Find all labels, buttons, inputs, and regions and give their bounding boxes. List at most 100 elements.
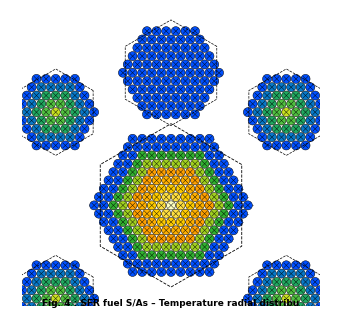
Circle shape — [147, 168, 156, 177]
Circle shape — [296, 286, 305, 295]
Circle shape — [123, 60, 132, 69]
Circle shape — [85, 99, 94, 108]
Circle shape — [272, 124, 281, 133]
Circle shape — [75, 286, 84, 295]
Circle shape — [267, 286, 276, 295]
Circle shape — [75, 269, 84, 278]
Circle shape — [152, 110, 161, 119]
Circle shape — [176, 234, 185, 243]
Circle shape — [118, 218, 128, 227]
Circle shape — [214, 151, 224, 160]
Circle shape — [37, 133, 46, 142]
Circle shape — [291, 261, 300, 270]
Circle shape — [311, 124, 320, 133]
Circle shape — [167, 68, 175, 77]
Circle shape — [152, 226, 161, 235]
Circle shape — [181, 143, 190, 152]
Circle shape — [123, 259, 132, 268]
Circle shape — [195, 102, 204, 111]
Circle shape — [17, 116, 27, 125]
Circle shape — [171, 43, 180, 52]
Circle shape — [167, 184, 175, 193]
Circle shape — [47, 99, 55, 108]
Circle shape — [152, 259, 161, 268]
Circle shape — [147, 35, 156, 44]
Circle shape — [186, 201, 195, 210]
Circle shape — [219, 159, 228, 168]
Circle shape — [32, 91, 41, 100]
Circle shape — [152, 77, 161, 86]
Circle shape — [181, 110, 190, 119]
Circle shape — [200, 226, 209, 235]
Circle shape — [258, 83, 267, 92]
Circle shape — [70, 74, 79, 83]
Circle shape — [42, 108, 51, 117]
Circle shape — [176, 168, 185, 177]
Circle shape — [157, 218, 166, 227]
Circle shape — [181, 226, 190, 235]
Circle shape — [258, 116, 267, 125]
Circle shape — [219, 226, 228, 235]
Circle shape — [301, 141, 310, 150]
Circle shape — [229, 226, 238, 235]
Circle shape — [200, 242, 209, 251]
Circle shape — [80, 294, 89, 303]
Circle shape — [51, 108, 60, 117]
Circle shape — [195, 251, 204, 260]
Circle shape — [171, 176, 180, 185]
Circle shape — [277, 302, 286, 310]
Circle shape — [167, 168, 175, 177]
Circle shape — [128, 251, 137, 260]
Circle shape — [56, 116, 65, 125]
Circle shape — [70, 261, 79, 270]
Circle shape — [138, 134, 147, 143]
Circle shape — [306, 83, 315, 92]
Circle shape — [128, 218, 137, 227]
Circle shape — [195, 234, 204, 243]
Circle shape — [147, 234, 156, 243]
Text: Fig. 4 : SFR fuel S/As – Temperature radial distribu: Fig. 4 : SFR fuel S/As – Temperature rad… — [42, 299, 300, 308]
Circle shape — [311, 277, 320, 286]
Circle shape — [162, 60, 171, 69]
Circle shape — [190, 226, 199, 235]
Circle shape — [66, 286, 75, 295]
Circle shape — [272, 261, 281, 270]
Circle shape — [181, 93, 190, 102]
Circle shape — [244, 108, 252, 117]
Circle shape — [118, 68, 128, 77]
Circle shape — [190, 77, 199, 86]
Circle shape — [258, 302, 267, 310]
Circle shape — [267, 83, 276, 92]
Circle shape — [61, 108, 70, 117]
Circle shape — [282, 91, 291, 100]
Circle shape — [147, 184, 156, 193]
Circle shape — [47, 116, 55, 125]
Circle shape — [47, 83, 55, 92]
Circle shape — [118, 201, 128, 210]
Circle shape — [128, 168, 137, 177]
Circle shape — [138, 51, 147, 61]
Circle shape — [167, 234, 175, 243]
Circle shape — [229, 209, 238, 218]
Circle shape — [133, 143, 142, 152]
Circle shape — [27, 116, 36, 125]
Circle shape — [296, 269, 305, 278]
Circle shape — [167, 35, 175, 44]
Circle shape — [51, 74, 60, 83]
Circle shape — [157, 151, 166, 160]
Circle shape — [167, 268, 175, 277]
Circle shape — [157, 85, 166, 94]
Circle shape — [162, 176, 171, 185]
Circle shape — [195, 151, 204, 160]
Circle shape — [90, 201, 98, 210]
Circle shape — [263, 141, 272, 150]
Circle shape — [162, 242, 171, 251]
Circle shape — [123, 209, 132, 218]
Circle shape — [200, 209, 209, 218]
Circle shape — [176, 68, 185, 77]
Circle shape — [56, 99, 65, 108]
Circle shape — [32, 294, 41, 303]
Circle shape — [267, 116, 276, 125]
Circle shape — [296, 116, 305, 125]
Circle shape — [301, 277, 310, 286]
